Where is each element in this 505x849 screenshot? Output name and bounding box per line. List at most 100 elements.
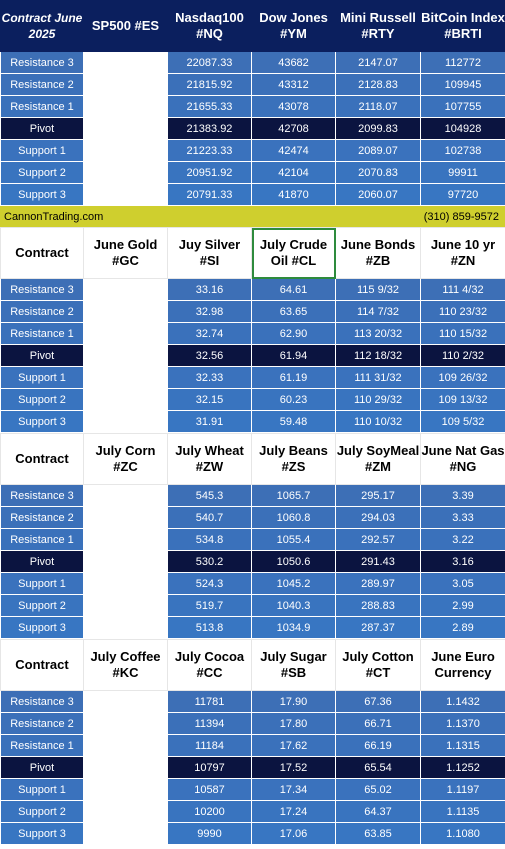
cell[interactable]: 10200 bbox=[167, 800, 252, 823]
cell[interactable]: 64.61 bbox=[251, 278, 336, 301]
cell[interactable]: 109 26/32 bbox=[420, 366, 505, 389]
cell[interactable]: 22087.33 bbox=[167, 51, 252, 74]
column-header[interactable]: June Bonds #ZB bbox=[335, 227, 421, 279]
cell[interactable]: 292.57 bbox=[335, 528, 421, 551]
cell[interactable]: 288.83 bbox=[335, 594, 421, 617]
phone-number[interactable]: (310) 859-9572 bbox=[423, 210, 499, 223]
column-header[interactable]: July Sugar #SB bbox=[251, 639, 336, 691]
cell[interactable]: 62.90 bbox=[251, 322, 336, 345]
cell[interactable]: 2060.07 bbox=[335, 183, 421, 206]
cell[interactable]: 3.22 bbox=[420, 528, 505, 551]
cell[interactable]: 111 31/32 bbox=[335, 366, 421, 389]
row-label[interactable]: Support 2 bbox=[0, 594, 84, 617]
row-label[interactable]: Resistance 3 bbox=[0, 690, 84, 713]
cell[interactable]: 2.99 bbox=[420, 594, 505, 617]
cell[interactable]: 21223.33 bbox=[167, 139, 252, 162]
row-label[interactable]: Pivot bbox=[0, 756, 84, 779]
cell[interactable]: 109945 bbox=[420, 73, 505, 96]
cell[interactable]: 42474 bbox=[251, 139, 336, 162]
cell[interactable]: 6010.75 bbox=[83, 95, 168, 118]
cell[interactable]: 5916.00 bbox=[83, 139, 168, 162]
cell[interactable]: 17.90 bbox=[251, 690, 336, 713]
cell[interactable]: 63.85 bbox=[335, 822, 421, 845]
cell[interactable]: 361.07 bbox=[83, 800, 168, 823]
cell[interactable]: 2128.83 bbox=[335, 73, 421, 96]
cell[interactable]: 540.7 bbox=[167, 506, 252, 529]
cell[interactable]: 1060.8 bbox=[251, 506, 336, 529]
cell[interactable]: 367.88 bbox=[83, 778, 168, 801]
cell[interactable]: 287.37 bbox=[335, 616, 421, 639]
row-label[interactable]: Resistance 3 bbox=[0, 484, 84, 507]
cell[interactable]: 64.37 bbox=[335, 800, 421, 823]
cell[interactable]: 291.43 bbox=[335, 550, 421, 573]
cell[interactable]: 65.02 bbox=[335, 778, 421, 801]
cell[interactable]: 11394 bbox=[167, 712, 252, 735]
cell[interactable]: 294.03 bbox=[335, 506, 421, 529]
cell[interactable]: 111 4/32 bbox=[420, 278, 505, 301]
column-header[interactable]: July Cocoa #CC bbox=[167, 639, 252, 691]
cell[interactable]: 2070.83 bbox=[335, 161, 421, 184]
row-label[interactable]: Pivot bbox=[0, 550, 84, 573]
contract-label[interactable]: Contract bbox=[0, 639, 84, 691]
cell[interactable]: 438.8 bbox=[83, 572, 168, 595]
cell[interactable]: 17.06 bbox=[251, 822, 336, 845]
column-header[interactable]: July Coffee #KC bbox=[83, 639, 168, 691]
cell[interactable]: 379.28 bbox=[83, 734, 168, 757]
cell[interactable]: 1034.9 bbox=[251, 616, 336, 639]
cell[interactable]: 3168.10 bbox=[83, 410, 168, 433]
cell[interactable]: 110 2/32 bbox=[420, 344, 505, 367]
row-label[interactable]: Support 3 bbox=[0, 822, 84, 845]
cell[interactable]: 289.97 bbox=[335, 572, 421, 595]
cell[interactable]: 59.48 bbox=[251, 410, 336, 433]
cell[interactable]: 17.52 bbox=[251, 756, 336, 779]
cell[interactable]: 104928 bbox=[420, 117, 505, 140]
cell[interactable]: 1.1252 bbox=[420, 756, 505, 779]
site-link[interactable]: CannonTrading.com bbox=[4, 210, 104, 223]
cell[interactable]: 3.05 bbox=[420, 572, 505, 595]
cell[interactable]: 66.19 bbox=[335, 734, 421, 757]
column-header[interactable]: Dow Jones #YM bbox=[251, 0, 336, 52]
cell[interactable]: 1065.7 bbox=[251, 484, 336, 507]
column-header[interactable]: July Cotton #CT bbox=[335, 639, 421, 691]
row-label[interactable]: Resistance 2 bbox=[0, 712, 84, 735]
row-label[interactable]: Resistance 1 bbox=[0, 528, 84, 551]
cell[interactable]: 42708 bbox=[251, 117, 336, 140]
cell[interactable]: 545.3 bbox=[167, 484, 252, 507]
cell[interactable]: 2089.07 bbox=[335, 139, 421, 162]
cell[interactable]: 65.54 bbox=[335, 756, 421, 779]
cell[interactable]: 432.0 bbox=[83, 616, 168, 639]
contract-label[interactable]: Contract bbox=[0, 227, 84, 279]
cell[interactable]: 1050.6 bbox=[251, 550, 336, 573]
cell[interactable]: 110 29/32 bbox=[335, 388, 421, 411]
column-header[interactable]: June Euro Currency bbox=[420, 639, 505, 691]
row-label[interactable]: Support 1 bbox=[0, 572, 84, 595]
row-label[interactable]: Support 3 bbox=[0, 183, 84, 206]
cell[interactable]: 451.0 bbox=[83, 506, 168, 529]
row-label[interactable]: Resistance 3 bbox=[0, 278, 84, 301]
cell[interactable]: 99911 bbox=[420, 161, 505, 184]
cell[interactable]: 112 18/32 bbox=[335, 344, 421, 367]
cell[interactable]: 2.89 bbox=[420, 616, 505, 639]
cell[interactable]: 43682 bbox=[251, 51, 336, 74]
cell[interactable]: 3299.50 bbox=[83, 278, 168, 301]
cell[interactable]: 43078 bbox=[251, 95, 336, 118]
contract-label[interactable]: Contract June 2025 bbox=[0, 0, 84, 52]
cell[interactable]: 63.65 bbox=[251, 300, 336, 323]
cell[interactable]: 21383.92 bbox=[167, 117, 252, 140]
cell[interactable]: 21815.92 bbox=[167, 73, 252, 96]
cell[interactable]: 9990 bbox=[167, 822, 252, 845]
row-label[interactable]: Pivot bbox=[0, 344, 84, 367]
cell[interactable]: 524.3 bbox=[167, 572, 252, 595]
cell[interactable]: 114 7/32 bbox=[335, 300, 421, 323]
cell[interactable]: 519.7 bbox=[167, 594, 252, 617]
row-label[interactable]: Pivot bbox=[0, 117, 84, 140]
cell[interactable]: 295.17 bbox=[335, 484, 421, 507]
column-header[interactable]: Juy Silver #SI bbox=[167, 227, 252, 279]
cell[interactable]: 60.23 bbox=[251, 388, 336, 411]
cell[interactable]: 112772 bbox=[420, 51, 505, 74]
cell[interactable]: 10587 bbox=[167, 778, 252, 801]
row-label[interactable]: Resistance 2 bbox=[0, 73, 84, 96]
cell[interactable]: 2147.07 bbox=[335, 51, 421, 74]
column-header[interactable]: June 10 yr #ZN bbox=[420, 227, 505, 279]
cell[interactable]: 17.34 bbox=[251, 778, 336, 801]
